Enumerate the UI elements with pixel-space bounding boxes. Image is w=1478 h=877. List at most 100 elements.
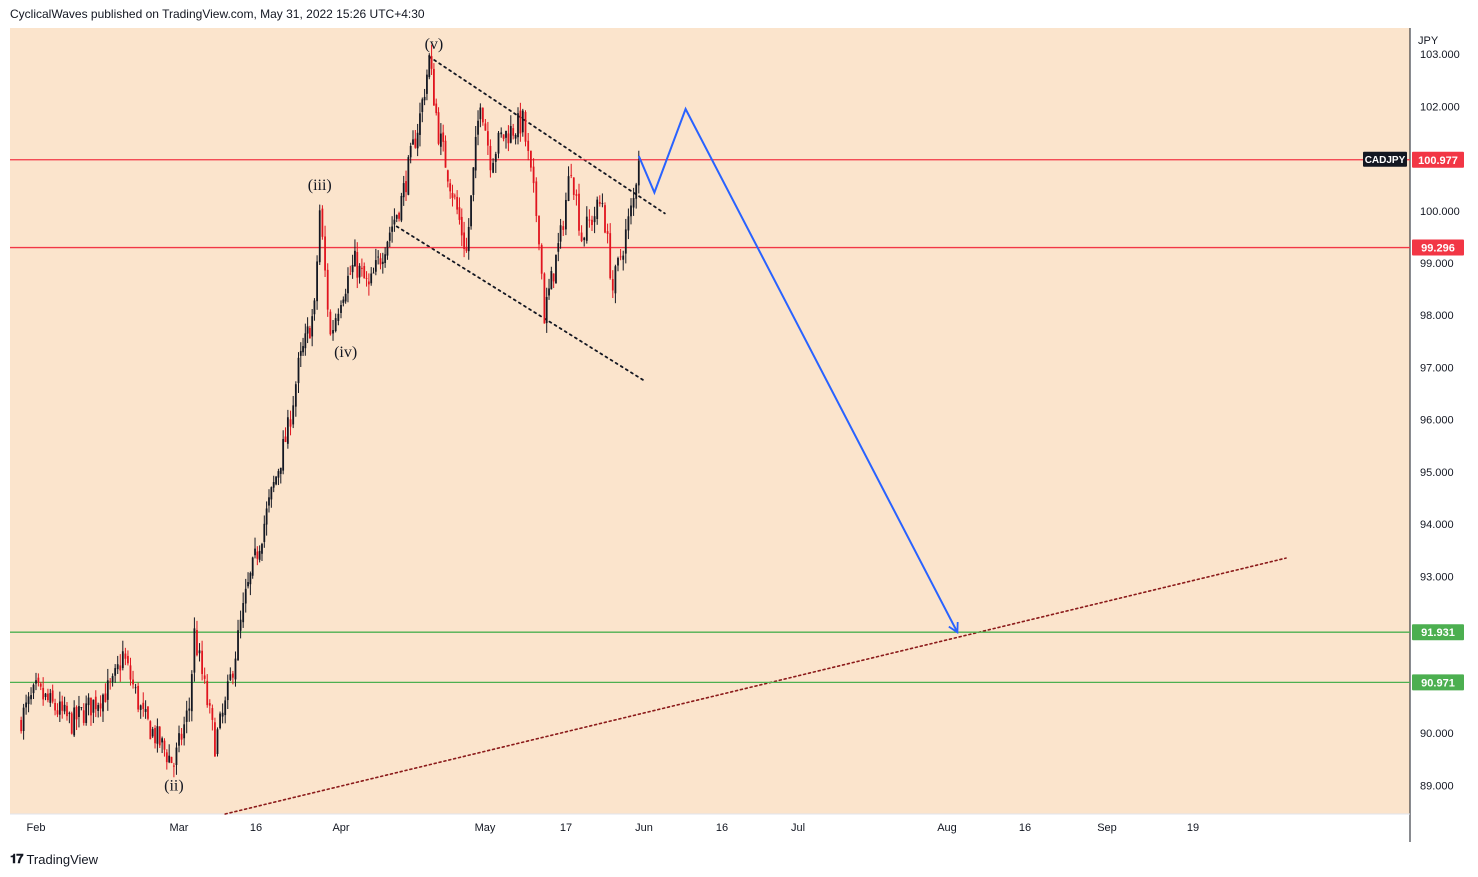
candle (557, 232, 560, 262)
candle (193, 617, 196, 682)
candle (347, 267, 349, 303)
candle (78, 695, 80, 728)
candle (263, 515, 266, 548)
price-tick-label: 99.000 (1420, 258, 1454, 270)
candle (265, 501, 268, 536)
candle-body (361, 267, 363, 269)
candle-body (68, 712, 71, 714)
cadjpy-chart[interactable]: (ii) (iii) (iv) (v) JPY 89.000 90.000 93.000 94… (10, 28, 1468, 842)
candle (292, 396, 295, 429)
candle (82, 703, 85, 726)
candle (272, 475, 275, 493)
candle-body (365, 278, 368, 280)
time-axis[interactable]: Feb Mar 16 Apr May 17 Jun 16 Jul Aug 16 Sep 19 (27, 822, 1200, 834)
candle (430, 44, 433, 76)
candle-body (540, 245, 543, 274)
candle-body (70, 713, 73, 734)
candle (321, 205, 324, 240)
candle-body (326, 269, 329, 310)
candle (132, 670, 134, 689)
candle-body (344, 293, 347, 302)
candle (588, 209, 591, 228)
candle-body (332, 330, 334, 334)
candle-body (439, 133, 442, 147)
candle-body (393, 219, 396, 225)
wave-label: (ii) (164, 777, 184, 794)
candle (168, 744, 171, 764)
candle (99, 695, 102, 717)
candle-body (311, 316, 314, 337)
candle (426, 69, 428, 101)
candle (170, 756, 173, 764)
channel-lower-trendline (395, 225, 645, 382)
candle-body (384, 254, 387, 263)
candle-body (170, 756, 173, 764)
candle-body (570, 175, 573, 176)
candle (261, 542, 263, 562)
candle (367, 273, 370, 296)
candle-body (340, 305, 342, 313)
candle (484, 118, 487, 131)
footer-brand: 𝟏𝟕 TradingView (10, 851, 98, 867)
candle-body (90, 697, 92, 716)
candle (374, 248, 377, 276)
price-tag-value: 100.977 (1418, 155, 1458, 167)
candle-body (54, 702, 56, 711)
candle (137, 682, 140, 713)
candle (575, 189, 578, 206)
candle (306, 317, 309, 344)
candle (439, 123, 442, 156)
candle (51, 684, 54, 704)
projection-layer (637, 106, 959, 634)
candle-body (559, 225, 562, 242)
price-tick-label: 90.000 (1420, 728, 1454, 740)
candle-body (414, 138, 417, 148)
candle (562, 220, 565, 236)
candle-body (453, 195, 456, 197)
candle-body (423, 96, 426, 101)
candle-body (244, 588, 247, 604)
candle (324, 225, 326, 278)
price-tag-90.971: 90.971 (1412, 674, 1464, 691)
candle-body (374, 260, 377, 272)
channel-upper-trendline (428, 55, 666, 215)
candle (286, 409, 289, 449)
candle-body (370, 273, 373, 284)
candle (337, 308, 340, 326)
candle-body (402, 183, 405, 198)
candle-body (347, 275, 349, 294)
candle (224, 696, 227, 724)
candle-body (237, 630, 239, 661)
candle (39, 681, 42, 691)
candle-body (256, 551, 259, 559)
candle (545, 287, 548, 333)
candle-body (552, 273, 555, 282)
candle-body (548, 288, 550, 296)
candle (435, 98, 438, 116)
candle-body (637, 160, 640, 186)
price-axis[interactable]: JPY 89.000 90.000 93.000 94.000 95.000 96.000 9… (1363, 35, 1464, 792)
candle-body (124, 653, 127, 659)
candle (22, 703, 25, 740)
candle (492, 158, 494, 174)
candle (632, 187, 635, 216)
candle-body (509, 126, 512, 143)
candle (75, 705, 78, 731)
candle (80, 707, 83, 711)
candle-body (519, 110, 522, 134)
candle-body (354, 250, 356, 267)
candle (570, 163, 573, 179)
candle-body (583, 237, 586, 241)
candle (543, 272, 546, 324)
candle (540, 243, 543, 280)
candle (206, 674, 209, 708)
candle (521, 108, 524, 137)
candle-body (538, 215, 540, 245)
candle-body (214, 722, 216, 757)
plot-background (10, 28, 1410, 814)
candle-body (37, 677, 40, 683)
wave-labels-layer: (ii) (iii) (iv) (v) (164, 36, 443, 795)
chart-panel[interactable]: (ii) (iii) (iv) (v) JPY 89.000 90.000 93.000 94… (10, 28, 1468, 842)
candle (70, 711, 73, 735)
candle-body (85, 703, 88, 723)
